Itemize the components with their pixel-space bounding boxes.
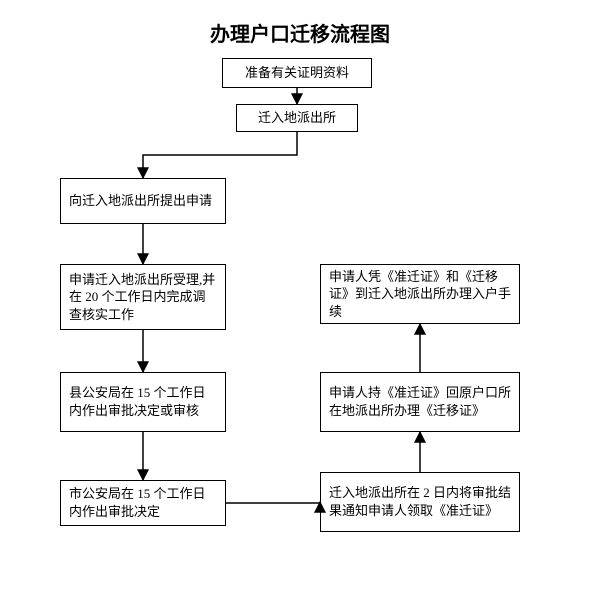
flow-node-n3: 向迁入地派出所提出申请: [60, 178, 226, 224]
page-title: 办理户口迁移流程图: [0, 18, 600, 47]
flow-node-n7: 迁入地派出所在 2 日内将审批结果通知申请人领取《准迁证》: [320, 472, 520, 532]
flow-node-n6: 市公安局在 15 个工作日内作出审批决定: [60, 480, 226, 526]
flow-node-n9: 申请人凭《准迁证》和《迁移证》到迁入地派出所办理入户手续: [320, 264, 520, 324]
flow-edge-5: [226, 502, 320, 503]
flow-node-n8: 申请人持《准迁证》回原户口所在地派出所办理《迁移证》: [320, 372, 520, 432]
flow-node-n2: 迁入地派出所: [236, 104, 358, 132]
flow-node-n5: 县公安局在 15 个工作日内作出审批决定或审核: [60, 372, 226, 432]
flow-node-n1: 准备有关证明资料: [222, 58, 372, 88]
flow-edge-1: [143, 132, 297, 178]
flow-node-n4: 申请迁入地派出所受理,并在 20 个工作日内完成调查核实工作: [60, 264, 226, 330]
